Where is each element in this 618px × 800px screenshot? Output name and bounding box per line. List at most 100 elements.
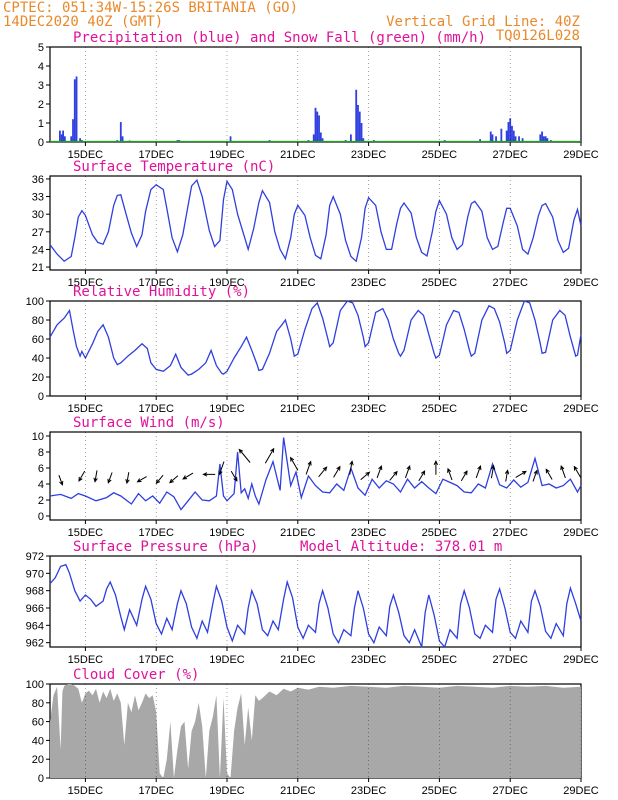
x-tick-label: 17DEC <box>138 785 174 797</box>
y-tick-label: 100 <box>26 679 44 691</box>
wind-arrow <box>418 470 426 482</box>
precip-bar <box>63 136 66 142</box>
precip-bar <box>512 130 515 142</box>
x-tick-label: 21DEC <box>280 527 316 539</box>
y-tick-label: 964 <box>26 620 44 632</box>
x-tick-label: 19DEC <box>209 149 245 161</box>
y-tick-label: 8 <box>38 447 44 459</box>
wind-arrow <box>532 469 538 482</box>
y-tick-label: 10 <box>32 431 44 443</box>
precip-bar <box>509 118 512 142</box>
wind-arrow <box>264 447 275 464</box>
x-tick-label: 15DEC <box>68 527 104 539</box>
y-tick-label: 0 <box>38 511 44 523</box>
x-tick-label: 15DEC <box>68 403 104 415</box>
y-tick-label: 3 <box>38 80 44 92</box>
panel-pres: Surface Pressure (hPa) Model Altitude: 37… <box>26 539 599 666</box>
panel-title-rh: Relative Humidity (%) <box>73 284 250 300</box>
x-tick-label: 15DEC <box>68 654 104 666</box>
wind-arrow <box>136 476 147 483</box>
panel-wind: Surface Wind (m/s) 0 2 4 6 8 10 15DEC 17DEC 19DEC… <box>32 415 599 539</box>
precip-bar <box>507 122 510 142</box>
x-tick-label: 21DEC <box>280 654 316 666</box>
y-tick-label: 4 <box>38 479 44 491</box>
x-tick-label: 27DEC <box>492 277 528 289</box>
y-tick-label: 80 <box>32 315 44 327</box>
precip-bar <box>316 111 319 142</box>
wind-arrow <box>404 465 411 479</box>
wind-arrow <box>202 472 216 477</box>
x-tick-label: 21DEC <box>280 277 316 289</box>
precip-bar <box>358 111 361 142</box>
precip-bar <box>321 138 324 142</box>
precip-bar <box>121 136 124 142</box>
wind-arrow <box>360 471 371 481</box>
panel-rh: Relative Humidity (%) 0 20 40 60 80 100 15DEC 17… <box>26 284 599 415</box>
chart-panels: Precipitation (blue) and Snow Fall (gree… <box>26 30 599 797</box>
x-tick-label: 25DEC <box>422 527 458 539</box>
wind-arrow <box>182 472 194 480</box>
x-tick-label: 29DEC <box>563 277 599 289</box>
y-tick-label: 30 <box>32 209 44 221</box>
wind-arrow <box>58 475 64 486</box>
y-tick-label: 24 <box>32 244 44 256</box>
wind-arrow <box>573 465 582 478</box>
y-tick-label: 962 <box>26 638 44 650</box>
series-line-wind <box>49 437 582 511</box>
precip-bar <box>539 134 542 142</box>
wind-arrow <box>515 470 527 478</box>
y-tick-label: 970 <box>26 568 44 580</box>
x-tick-label: 29DEC <box>563 654 599 666</box>
x-tick-label: 21DEC <box>280 785 316 797</box>
wind-arrow <box>230 470 238 482</box>
precip-bar <box>318 115 320 142</box>
precip-bar <box>312 134 315 142</box>
x-tick-label: 19DEC <box>209 527 245 539</box>
panel-frame-pres <box>49 555 582 648</box>
y-tick-label: 0 <box>38 137 44 149</box>
precip-bar <box>62 130 64 142</box>
y-tick-label: 40 <box>32 353 44 365</box>
y-tick-label: 6 <box>38 463 44 475</box>
y-tick-label: 60 <box>32 717 44 729</box>
panel-title-pres: Surface Pressure (hPa) <box>73 539 258 555</box>
x-tick-label: 15DEC <box>68 785 104 797</box>
precip-bar <box>518 136 520 142</box>
x-tick-label: 17DEC <box>138 277 174 289</box>
x-tick-label: 19DEC <box>209 654 245 666</box>
x-tick-label: 27DEC <box>492 654 528 666</box>
x-tick-label: 15DEC <box>68 277 104 289</box>
series-line-rh <box>49 300 582 376</box>
precip-bar <box>491 134 494 142</box>
precip-bar <box>72 119 74 142</box>
x-tick-label: 17DEC <box>138 403 174 415</box>
x-tick-label: 17DEC <box>138 654 174 666</box>
y-tick-label: 972 <box>26 551 44 563</box>
y-tick-label: 36 <box>32 174 44 186</box>
header-run-date: 14DEC2020 40Z (GMT) <box>3 14 163 30</box>
x-tick-label: 29DEC <box>563 785 599 797</box>
precip-bar <box>541 131 543 142</box>
precip-bar <box>544 136 547 142</box>
x-tick-label: 25DEC <box>422 403 458 415</box>
wind-arrow <box>460 470 468 482</box>
wind-arrows <box>58 447 582 486</box>
precip-bar <box>360 123 363 142</box>
wind-arrow <box>447 467 453 481</box>
wind-arrow <box>376 465 383 479</box>
y-tick-label: 21 <box>32 262 44 274</box>
precip-bar <box>511 125 513 142</box>
y-tick-label: 0 <box>38 773 44 785</box>
y-tick-label: 100 <box>26 296 44 308</box>
precip-bar <box>489 131 492 142</box>
x-tick-label: 25DEC <box>422 785 458 797</box>
precip-bar <box>355 89 358 142</box>
y-tick-label: 968 <box>26 586 44 598</box>
precip-bar <box>75 76 78 142</box>
header-station: CPTEC: 051:34W-15:26S BRITANIA (GO) <box>3 0 298 16</box>
x-tick-label: 29DEC <box>563 149 599 161</box>
panel-temp: Surface Temperature (nC) 21 24 27 30 33 36 15DE… <box>32 159 599 289</box>
x-tick-label: 29DEC <box>563 527 599 539</box>
panel-frame-rh <box>49 300 582 397</box>
